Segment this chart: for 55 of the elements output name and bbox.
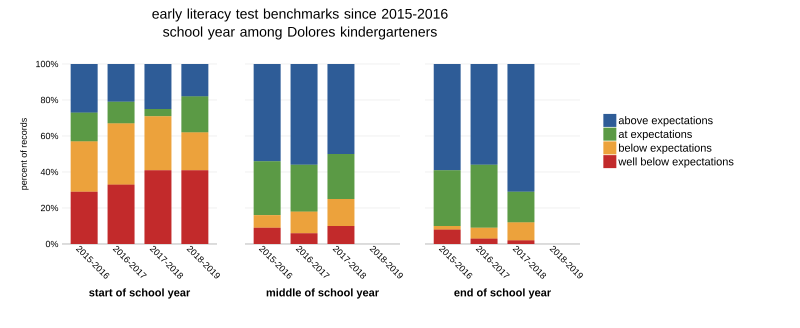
- bar: [254, 161, 281, 216]
- legend-label: well below expectations: [618, 157, 734, 168]
- bar: [70, 64, 98, 113]
- legend-label: at expectations: [618, 130, 692, 140]
- bar: [470, 64, 498, 165]
- text: early literacy test benchmarks since 2015-2016 school year among Dolores kindergarteners: [152, 8, 448, 40]
- bar: [144, 116, 172, 170]
- bar: [290, 164, 318, 212]
- bar: [507, 192, 534, 222]
- bar: [254, 228, 281, 244]
- y-tick-label: 100%: [36, 60, 58, 68]
- bar: [507, 222, 534, 240]
- x-axis-title: start of school year: [89, 288, 190, 299]
- bar: [327, 198, 354, 226]
- bar: [144, 64, 172, 109]
- bar: [470, 238, 498, 244]
- legend-label: below expectations: [619, 144, 712, 154]
- bar: [181, 132, 208, 170]
- bar: [108, 64, 135, 102]
- bar: [470, 228, 498, 239]
- bar: [470, 164, 498, 228]
- bar: [70, 192, 98, 244]
- bar: [108, 184, 135, 244]
- bar: [434, 170, 461, 226]
- y-tick-label: 80%: [40, 96, 58, 104]
- x-axis-title: middle of school year: [266, 288, 379, 299]
- bar: [290, 212, 318, 234]
- bar: [290, 64, 318, 165]
- bar: [181, 170, 208, 244]
- bar: [70, 141, 98, 192]
- y-tick-label: 60%: [40, 132, 58, 140]
- bar: [507, 64, 534, 192]
- bar: [70, 112, 98, 142]
- y-axis-title: percent of records: [20, 118, 29, 190]
- bar: [327, 64, 354, 154]
- y-tick-label: 0%: [46, 240, 58, 248]
- bar: [254, 215, 281, 228]
- x-axis-title: end of school year: [454, 288, 551, 299]
- bar: [290, 233, 318, 244]
- bar: [434, 64, 461, 170]
- bar: [507, 240, 534, 244]
- bar: [327, 226, 354, 244]
- y-tick-label: 20%: [40, 204, 58, 212]
- bar: [434, 230, 461, 244]
- bar: [108, 102, 135, 124]
- bar: [181, 64, 208, 96]
- bar: [434, 226, 461, 230]
- bar: [327, 154, 354, 199]
- bar: [108, 123, 135, 185]
- bar: [254, 64, 281, 162]
- bar: [181, 96, 208, 132]
- bar: [144, 170, 172, 244]
- bar: [144, 108, 172, 116]
- y-tick-label: 40%: [40, 168, 58, 176]
- legend-label: above expectations: [618, 116, 713, 126]
